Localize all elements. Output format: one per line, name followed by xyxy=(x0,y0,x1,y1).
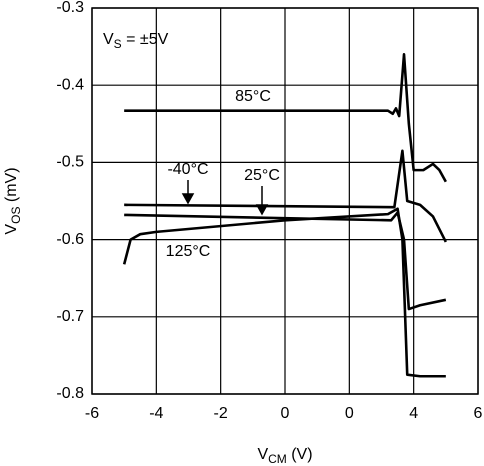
x-axis-label: VCM (V) xyxy=(257,446,312,466)
x-axis-label-tail: (V) xyxy=(287,446,313,463)
x-tick-label: -2 xyxy=(214,405,228,422)
x-tick-label: -6 xyxy=(85,405,99,422)
x-axis-label-sub: CM xyxy=(268,452,287,466)
condition-label: VS = ±5V xyxy=(103,31,169,51)
series-label: 85°C xyxy=(235,88,271,105)
y-tick-label: -0.4 xyxy=(56,76,84,93)
y-axis-label-tail: (mV) xyxy=(3,167,20,206)
x-tick-label: 6 xyxy=(474,405,483,422)
arrow-head xyxy=(181,193,195,205)
condition-label-sub: S xyxy=(114,37,122,51)
y-axis-label-sub: OS xyxy=(9,207,23,224)
y-axis-label-main: V xyxy=(3,224,20,235)
x-axis-label-main: V xyxy=(257,446,268,463)
x-tick-label: 4 xyxy=(409,405,418,422)
y-tick-label: -0.6 xyxy=(56,231,84,248)
x-tick-label: 0 xyxy=(345,405,354,422)
y-tick-label: -0.8 xyxy=(56,385,84,402)
condition-label-tail: = ±5V xyxy=(122,31,169,48)
series-line xyxy=(122,207,446,378)
series-label: -40°C xyxy=(167,161,208,178)
condition-label-main: V xyxy=(103,31,114,48)
series-label: 125°C xyxy=(166,243,211,260)
y-tick-label: -0.7 xyxy=(56,308,84,325)
y-tick-label: -0.5 xyxy=(56,154,84,171)
label-arrows xyxy=(181,180,269,216)
x-tick-label: -4 xyxy=(149,405,163,422)
y-axis-label: VOS (mV) xyxy=(3,167,23,234)
y-tick-label: -0.3 xyxy=(56,0,84,16)
series-line xyxy=(124,53,447,183)
series-line xyxy=(124,149,447,243)
series-label: 25°C xyxy=(244,167,280,184)
series-line xyxy=(124,211,447,311)
x-tick-label: 0 xyxy=(281,405,290,422)
